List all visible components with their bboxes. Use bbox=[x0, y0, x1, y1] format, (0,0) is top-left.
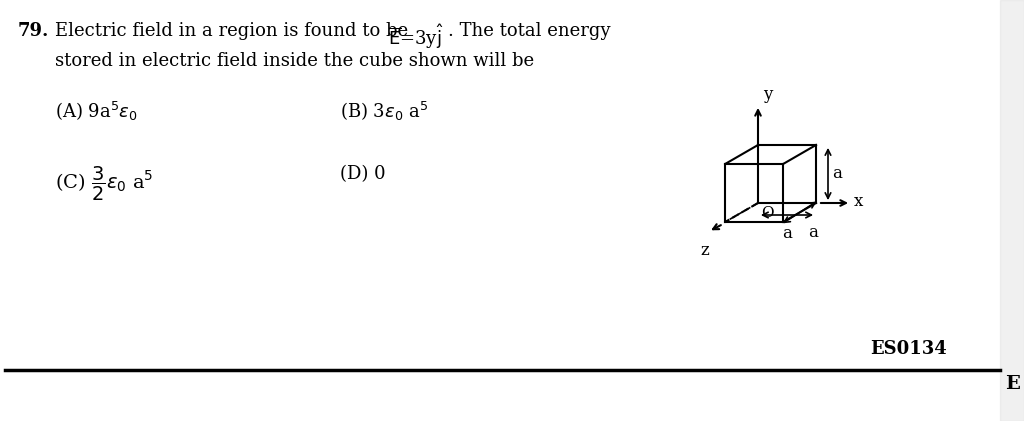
Bar bbox=[1000, 0, 1024, 421]
Text: (A) 9a$^5\epsilon_0$: (A) 9a$^5\epsilon_0$ bbox=[55, 100, 137, 123]
Text: . The total energy: . The total energy bbox=[449, 22, 610, 40]
Text: z: z bbox=[700, 242, 710, 258]
Text: 79.: 79. bbox=[18, 22, 49, 40]
Text: O: O bbox=[761, 206, 773, 220]
Text: a: a bbox=[782, 225, 792, 242]
Text: (B) 3$\epsilon_0$ a$^5$: (B) 3$\epsilon_0$ a$^5$ bbox=[340, 100, 428, 123]
Text: stored in electric field inside the cube shown will be: stored in electric field inside the cube… bbox=[55, 52, 535, 70]
Text: (D) 0: (D) 0 bbox=[340, 165, 386, 183]
Text: a: a bbox=[831, 165, 842, 182]
Text: a: a bbox=[808, 224, 817, 241]
Text: ES0134: ES0134 bbox=[870, 340, 947, 358]
Text: y: y bbox=[763, 86, 772, 103]
Text: E: E bbox=[1005, 375, 1020, 393]
Text: Electric field in a region is found to be: Electric field in a region is found to b… bbox=[55, 22, 414, 40]
Text: $\overline{\mathrm{E}}$=3y$\hat{\mathrm{j}}$: $\overline{\mathrm{E}}$=3y$\hat{\mathrm{… bbox=[388, 22, 444, 51]
Text: x: x bbox=[854, 192, 863, 210]
Text: (C) $\dfrac{3}{2}$$\epsilon_0$ a$^5$: (C) $\dfrac{3}{2}$$\epsilon_0$ a$^5$ bbox=[55, 165, 154, 203]
